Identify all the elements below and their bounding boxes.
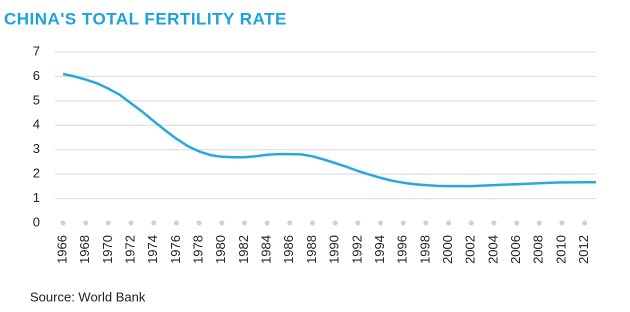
x-tick-label: 1972 bbox=[122, 235, 137, 264]
x-tick-dot bbox=[582, 220, 588, 226]
y-tick-label: 7 bbox=[33, 43, 40, 58]
y-tick-label: 3 bbox=[33, 141, 40, 156]
x-tick-dot bbox=[309, 220, 315, 226]
x-tick-label: 1976 bbox=[168, 235, 183, 264]
x-tick-dot bbox=[468, 220, 474, 226]
x-tick-label: 2000 bbox=[440, 235, 455, 264]
x-tick-dot bbox=[173, 220, 179, 226]
source: Source: World Bank bbox=[30, 289, 146, 304]
x-tick-dot bbox=[355, 220, 361, 226]
x-tick-label: 1990 bbox=[327, 235, 342, 264]
x-tick-label: 1968 bbox=[77, 235, 92, 264]
x-tick-dot bbox=[332, 220, 338, 226]
x-tick-label: 1982 bbox=[236, 235, 251, 264]
x-tick-label: 2006 bbox=[508, 235, 523, 264]
x-tick-dot bbox=[196, 220, 202, 226]
x-tick-dot bbox=[536, 220, 542, 226]
x-tick-label: 2010 bbox=[553, 235, 568, 264]
x-tick-dot bbox=[378, 220, 384, 226]
x-tick-dot bbox=[446, 220, 452, 226]
x-tick-label: 1998 bbox=[417, 235, 432, 264]
x-tick-label: 2008 bbox=[531, 235, 546, 264]
x-tick-label: 1986 bbox=[281, 235, 296, 264]
x-tick-dot bbox=[105, 220, 111, 226]
y-tick-label: 2 bbox=[33, 166, 40, 181]
x-tick-dot bbox=[128, 220, 134, 226]
x-tick-dot bbox=[514, 220, 520, 226]
x-tick-label: 1988 bbox=[304, 235, 319, 264]
x-tick-label: 1994 bbox=[372, 235, 387, 264]
x-tick-label: 1992 bbox=[349, 235, 364, 264]
x-tick-dot bbox=[241, 220, 247, 226]
x-tick-label: 2002 bbox=[463, 235, 478, 264]
x-tick-dot bbox=[423, 220, 429, 226]
chart-title: CHINA'S TOTAL FERTILITY RATE bbox=[4, 9, 287, 28]
line bbox=[62, 72, 596, 188]
x-tick-dot bbox=[491, 220, 497, 226]
x-tick-label: 2004 bbox=[485, 235, 500, 264]
x-tick-dot bbox=[287, 220, 293, 226]
y-tick-label: 0 bbox=[33, 214, 40, 229]
x-tick-label: 1984 bbox=[259, 235, 274, 264]
x-tick-label: 2012 bbox=[576, 235, 591, 264]
x-tick-label: 1996 bbox=[395, 235, 410, 264]
x-tick-label: 1966 bbox=[54, 235, 69, 264]
x-tick-dot bbox=[264, 220, 270, 226]
x-tick-dot bbox=[151, 220, 157, 226]
x-tick-label: 1980 bbox=[213, 235, 228, 264]
x-tick-dot bbox=[559, 220, 565, 226]
y-tick-label: 4 bbox=[33, 117, 40, 132]
x-tick-dot bbox=[60, 220, 66, 226]
x-tick-label: 1978 bbox=[191, 235, 206, 264]
x-tick-label: 1970 bbox=[100, 235, 115, 264]
x-tick-label: 1974 bbox=[145, 235, 160, 264]
y-tick-label: 1 bbox=[33, 190, 40, 205]
x-tick-dot bbox=[400, 220, 406, 226]
x-tick-dot bbox=[219, 220, 225, 226]
x-tick-dot bbox=[83, 220, 89, 226]
y-tick-label: 6 bbox=[33, 68, 40, 83]
y-tick-label: 5 bbox=[33, 92, 40, 107]
